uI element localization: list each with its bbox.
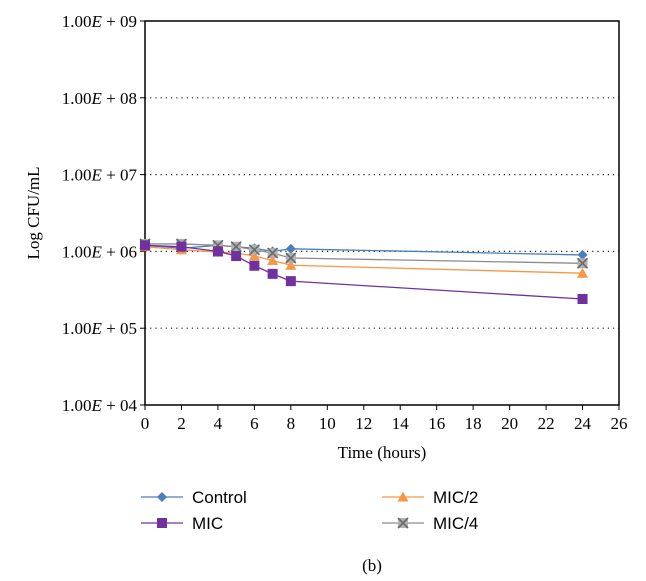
plot-area-frame [144,20,620,406]
data-point-mic-4 [285,252,297,264]
legend-item-mic-4: MIC/4 [382,514,478,533]
marker-cross [285,252,297,264]
data-point-mic-4 [576,257,589,269]
legend-marker [397,491,409,502]
legend-item-mic: MIC [141,514,223,533]
series-mic [140,240,588,304]
x-tick-label: 12 [355,414,372,433]
data-point-mic [249,260,260,271]
data-point-mic-2 [248,250,260,261]
x-tick-label: 8 [287,414,296,433]
x-tick-label: 18 [465,414,482,433]
data-point-mic [212,246,223,257]
data-point-control [577,249,588,260]
y-axis-title: Log CFU/mL [24,166,43,259]
legend-marker [157,518,167,528]
data-point-mic-4 [230,241,242,253]
marker-cross [576,257,589,269]
data-point-mic [577,293,588,304]
gridlines [145,97,619,329]
data-point-mic [140,240,150,251]
data-point-mic [231,251,242,262]
data-point-mic [176,241,187,252]
y-tick-label: 1.00E + 05 [62,319,137,338]
marker-cross [230,241,242,253]
marker-cross [267,247,279,259]
x-axis-title: Time (hours) [338,443,427,462]
figure-caption: (b) [362,556,382,575]
x-tick-label: 22 [538,414,555,433]
legend-marker [397,517,409,529]
x-tick-label: 26 [611,414,628,433]
data-point-mic-4 [248,244,260,256]
data-point-mic [285,276,296,287]
legend-item-mic-2: MIC/2 [382,488,478,507]
x-tick-label: 10 [319,414,336,433]
marker-cross [248,244,260,256]
legend-item-control: Control [141,488,247,507]
x-tick-label: 24 [574,414,592,433]
x-tick-label: 0 [141,414,150,433]
legend-label: Control [192,488,247,507]
y-tick-label: 1.00E + 08 [62,89,137,108]
data-point-mic-4 [267,247,279,259]
x-tick-label: 20 [501,414,518,433]
y-tick-label: 1.00E + 04 [62,396,138,415]
legend-label: MIC [192,514,223,533]
legend-label: MIC/4 [433,514,478,533]
x-axis: 0 2 4 6 8 10 12 14 16 18 20 22 24 26 [141,405,628,433]
data-point-mic-2 [285,259,297,270]
x-tick-label: 16 [428,414,445,433]
data-point-mic-2 [577,267,589,278]
x-tick-label: 2 [177,414,186,433]
x-tick-label: 14 [392,414,410,433]
series-group [139,238,589,304]
y-tick-label: 1.00E + 07 [62,166,138,185]
data-point-mic [267,268,278,279]
x-tick-label: 6 [250,414,259,433]
legend-label: MIC/2 [433,488,478,507]
y-tick-label: 1.00E + 06 [62,242,137,261]
y-tick-label: 1.00E + 09 [62,12,137,31]
y-axis: 1.00E + 04 1.00E + 05 1.00E + 06 1.00E + 07… [62,12,145,415]
data-point-mic-2 [267,255,279,266]
data-point-control [285,243,296,254]
series-line-mic-2 [144,246,583,274]
legend-marker [157,492,167,502]
marker-cross [397,517,409,529]
x-tick-label: 4 [214,414,223,433]
legend: Control MIC MIC/2 MIC/4 [141,488,478,533]
